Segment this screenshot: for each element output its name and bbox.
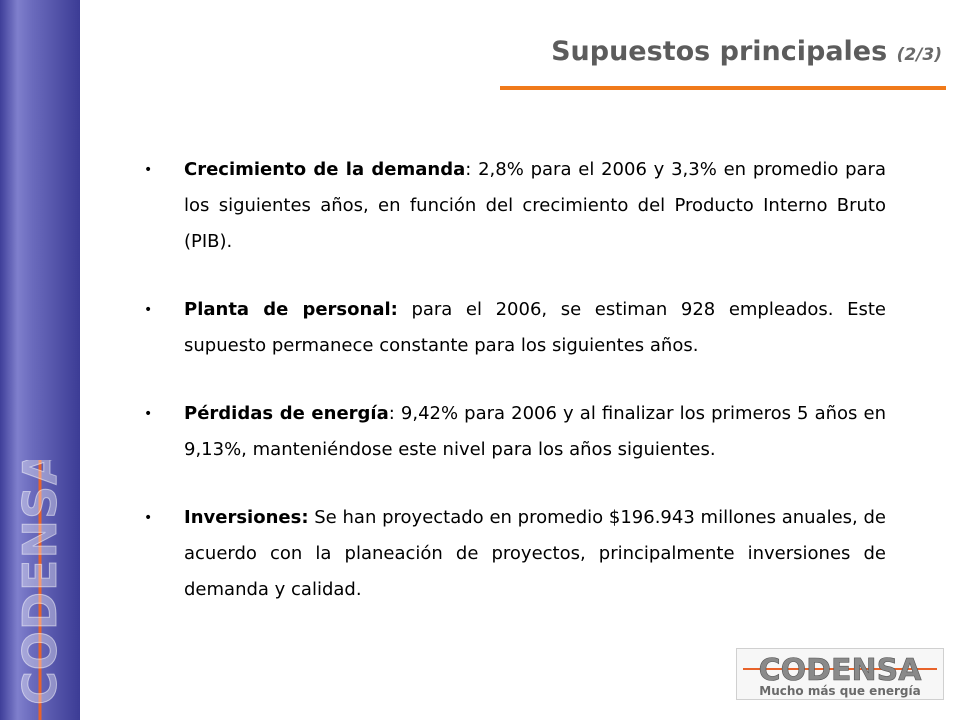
bullet-dot-icon: • [144,302,153,318]
codensa-logo: CODENSA Mucho más que energía [736,648,944,700]
bullet-energy-losses: • Pérdidas de energía: 9,42% para 2006 y… [140,396,886,468]
bullet-term: Crecimiento de la demanda [184,159,466,180]
bullet-dot-icon: • [144,510,153,526]
bullet-text: Se han proyectado en promedio $196.943 m… [184,507,886,600]
bullet-dot-icon: • [144,406,153,422]
logo-wordmark: CODENSA [759,653,923,688]
side-codensa-logo: CODENSA [0,460,80,720]
bullet-text: : 2,8% para el 2006 y 3,3% en promedio p… [184,159,886,252]
side-logo-text: CODENSA [13,460,67,705]
codensa-logo-graphic: CODENSA Mucho más que energía [743,653,937,698]
bullet-term: Inversiones: [184,507,309,528]
title-underline [500,86,946,90]
bullet-staff-plan: • Planta de personal: para el 2006, se e… [140,292,886,364]
logo-tagline: Mucho más que energía [759,684,920,698]
bullet-term: Pérdidas de energía [184,403,389,424]
bullet-investments: • Inversiones: Se han proyectado en prom… [140,500,886,608]
bullet-text: : 9,42% para 2006 y al finalizar los pri… [184,403,886,460]
side-logo-graphic: CODENSA [13,460,68,720]
bullet-demand-growth: • Crecimiento de la demanda: 2,8% para e… [140,152,886,260]
bullet-text: para el 2006, se estiman 928 empleados. … [184,299,886,356]
sidebar-band: CODENSA [0,0,80,720]
page-title-main: Supuestos principales [551,36,888,67]
page-title: Supuestos principales (2/3) [551,36,942,67]
bullet-list: • Crecimiento de la demanda: 2,8% para e… [140,152,886,640]
bullet-term: Planta de personal: [184,299,398,320]
bullet-dot-icon: • [144,162,153,178]
page-title-subtitle: (2/3) [896,45,942,65]
